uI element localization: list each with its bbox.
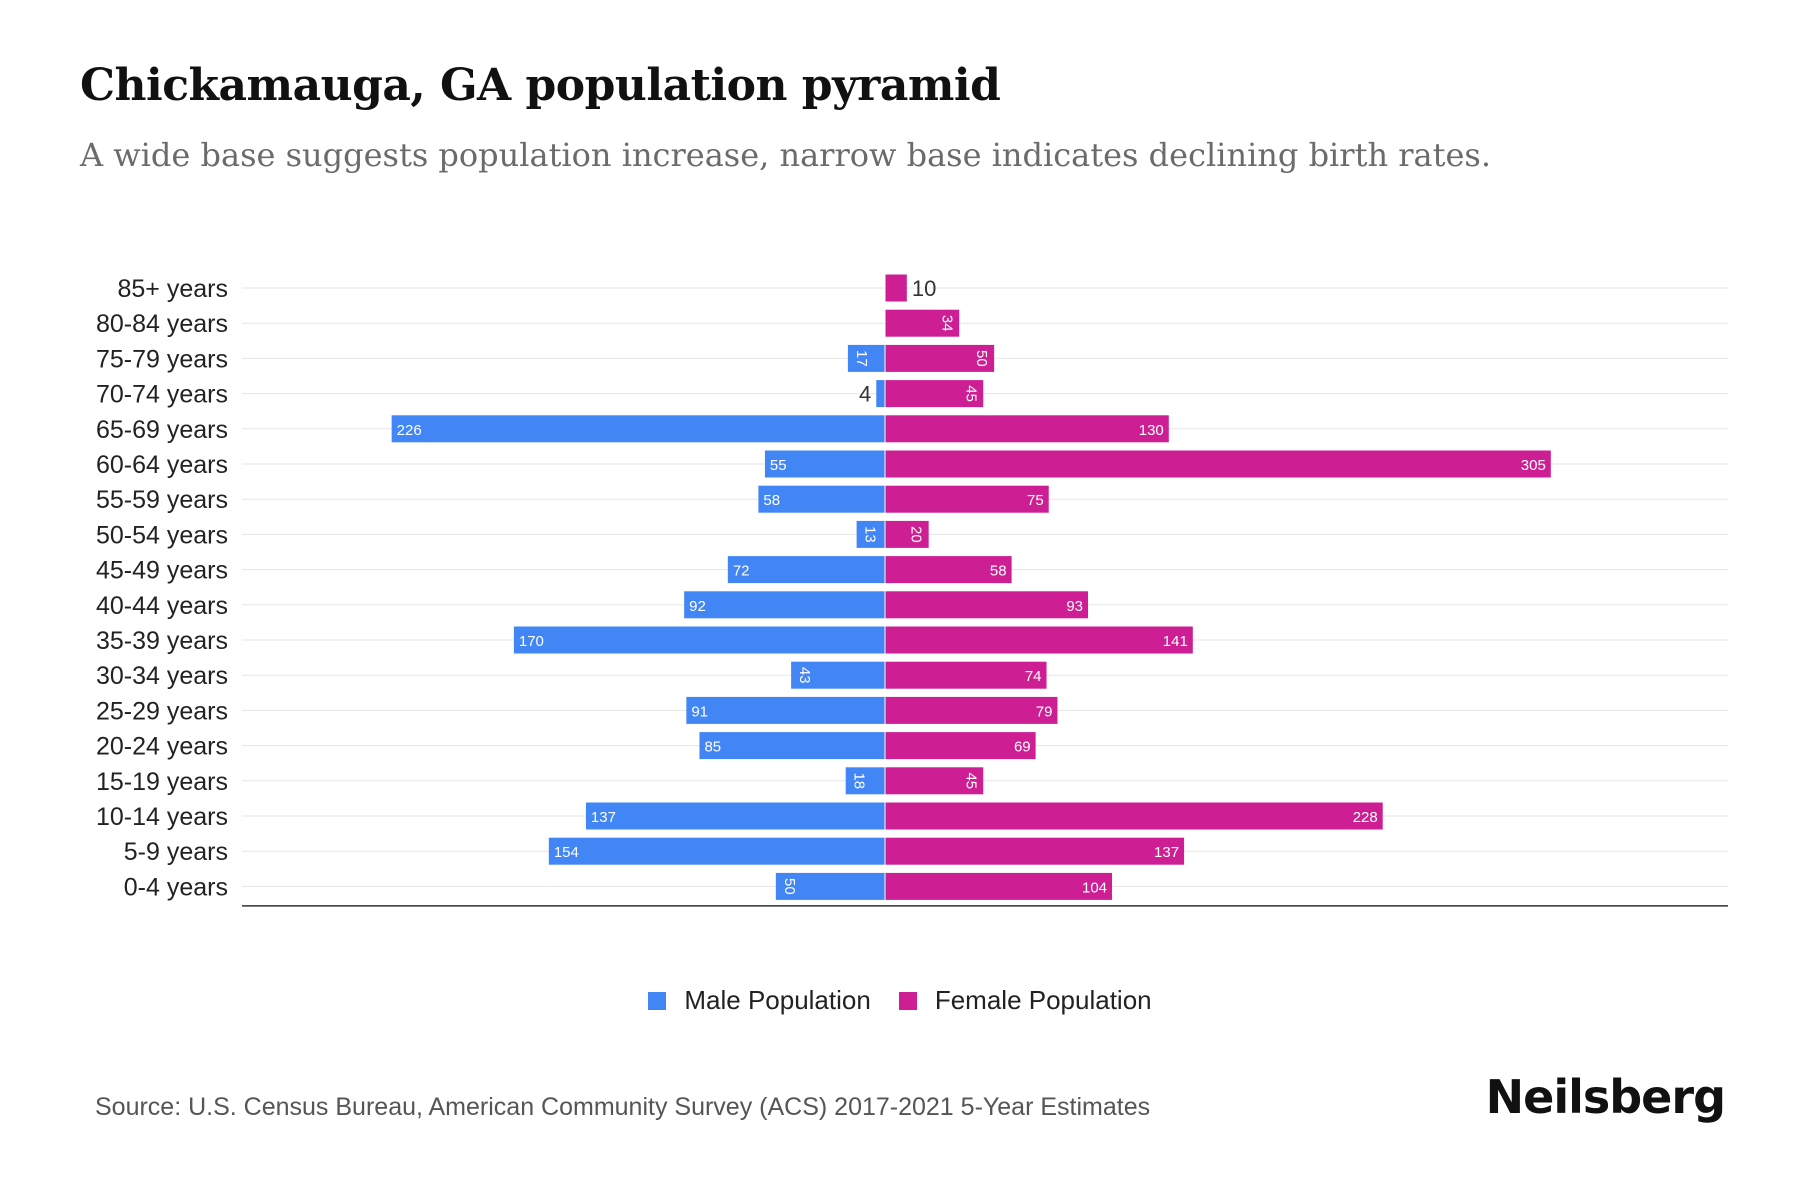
female-value-label: 20 (908, 526, 925, 543)
age-group-label: 70-74 years (96, 381, 228, 409)
male-value-label: 226 (397, 422, 422, 439)
age-group-label: 65-69 years (96, 416, 228, 444)
female-value-label: 228 (1353, 809, 1378, 826)
age-group-label: 60-64 years (96, 451, 228, 479)
male-bar (876, 380, 885, 408)
male-value-label: 92 (689, 598, 706, 615)
female-value-label: 34 (938, 315, 955, 332)
male-swatch (648, 991, 667, 1010)
female-bar (885, 591, 1089, 619)
legend-item-male[interactable]: Male Population (648, 985, 871, 1016)
male-value-label: 18 (851, 772, 868, 789)
source-note: Source: U.S. Census Bureau, American Com… (95, 1093, 1151, 1121)
female-value-label: 75 (1027, 492, 1044, 509)
male-bar (548, 837, 885, 865)
female-value-label: 137 (1154, 844, 1179, 861)
female-value-label: 10 (912, 276, 936, 301)
male-bar (699, 732, 885, 760)
legend: Male Population Female Population (0, 985, 1800, 1016)
male-value-label: 91 (691, 703, 708, 720)
male-bar (845, 767, 885, 795)
male-value-label: 43 (796, 667, 813, 684)
male-bar (513, 626, 885, 654)
female-value-label: 305 (1521, 457, 1546, 474)
population-pyramid-chart: 85+ years 10 80-84 years 34 75-79 years 17 50 7… (96, 274, 1728, 907)
female-bar (885, 767, 984, 795)
male-value-label: 154 (554, 844, 579, 861)
female-swatch (898, 991, 917, 1010)
female-bar (885, 732, 1036, 760)
age-group-label: 15-19 years (96, 768, 228, 796)
female-value-label: 45 (962, 772, 979, 789)
legend-label-female: Female Population (934, 985, 1152, 1015)
female-value-label: 93 (1066, 598, 1083, 615)
female-bar (885, 520, 929, 548)
male-value-label: 58 (763, 492, 780, 509)
female-bar (885, 626, 1193, 654)
female-value-label: 104 (1082, 879, 1107, 896)
male-bar (686, 696, 885, 724)
legend-item-female[interactable]: Female Population (898, 985, 1152, 1016)
male-value-label: 170 (519, 633, 544, 650)
female-value-label: 50 (973, 350, 990, 367)
female-bar (885, 309, 960, 337)
female-value-label: 69 (1014, 739, 1031, 756)
age-group-label: 35-39 years (96, 627, 228, 655)
female-value-label: 58 (990, 563, 1007, 580)
male-bar (727, 556, 885, 584)
age-group-label: 85+ years (118, 275, 229, 303)
age-group-label: 30-34 years (96, 662, 228, 690)
male-value-label: 137 (591, 809, 616, 826)
female-bar (885, 696, 1058, 724)
age-group-label: 80-84 years (96, 310, 228, 338)
female-bar (885, 485, 1049, 513)
male-value-label: 17 (853, 350, 870, 367)
age-group-label: 25-29 years (96, 697, 228, 725)
male-bar (847, 344, 885, 372)
male-value-label: 72 (733, 563, 750, 580)
age-group-label: 40-44 years (96, 592, 228, 620)
age-group-label: 55-59 years (96, 486, 228, 514)
female-value-label: 45 (962, 385, 979, 402)
chart-subtitle: A wide base suggests population increase… (80, 136, 1491, 174)
age-group-label: 10-14 years (96, 803, 228, 831)
female-bar (885, 450, 1551, 478)
male-bar (758, 485, 885, 513)
male-bar (585, 802, 885, 830)
male-bar (775, 872, 885, 900)
legend-label-male: Male Population (684, 985, 871, 1015)
female-bar (885, 802, 1383, 830)
male-bar (391, 415, 885, 443)
male-value-label: 50 (781, 878, 798, 895)
male-bar (764, 450, 885, 478)
age-group-label: 50-54 years (96, 521, 228, 549)
age-group-label: 20-24 years (96, 733, 228, 761)
male-bar (856, 520, 885, 548)
female-bar (885, 872, 1113, 900)
female-bar (885, 661, 1047, 689)
male-value-label: 13 (862, 526, 879, 543)
age-group-label: 5-9 years (124, 838, 228, 866)
male-bar (791, 661, 885, 689)
female-bar (885, 837, 1185, 865)
female-value-label: 74 (1025, 668, 1042, 685)
age-group-label: 75-79 years (96, 345, 228, 373)
female-value-label: 141 (1163, 633, 1188, 650)
male-value-label: 55 (770, 457, 787, 474)
male-value-label: 4 (859, 382, 871, 407)
brand-logo: Neilsberg (1485, 1070, 1726, 1124)
female-bar (885, 556, 1012, 584)
male-value-label: 85 (704, 739, 721, 756)
chart-title: Chickamauga, GA population pyramid (80, 60, 1001, 111)
age-group-label: 0-4 years (124, 873, 228, 901)
female-bar (885, 344, 995, 372)
female-value-label: 130 (1139, 422, 1164, 439)
age-group-label: 45-49 years (96, 557, 228, 585)
female-bar (885, 380, 984, 408)
male-bar (684, 591, 885, 619)
female-bar (885, 415, 1169, 443)
female-bar (885, 274, 907, 302)
female-value-label: 79 (1036, 703, 1053, 720)
